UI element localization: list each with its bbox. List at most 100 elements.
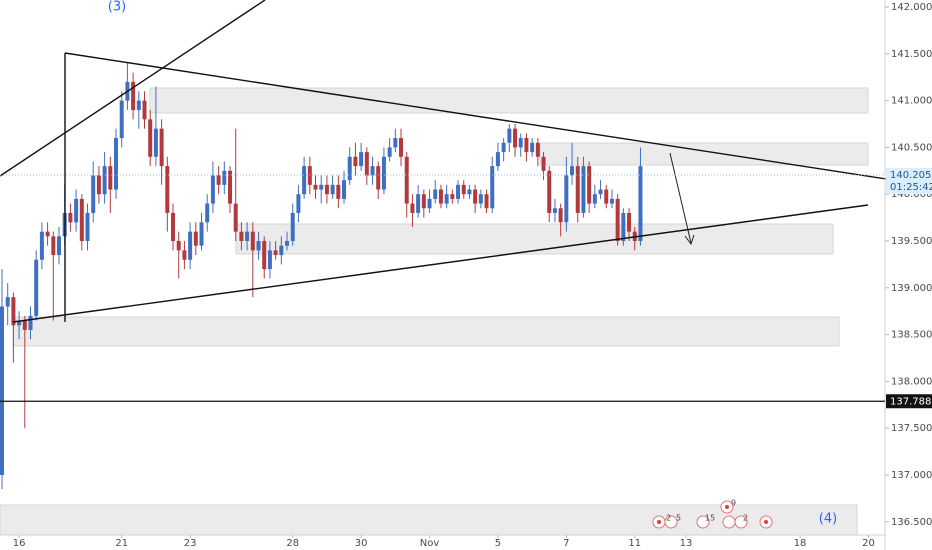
- candle-body: [11, 297, 16, 326]
- price-tag: [886, 168, 932, 195]
- candle-body: [507, 128, 512, 143]
- candle-body: [302, 166, 307, 195]
- candle-body: [193, 231, 198, 246]
- arrow: [669, 152, 692, 244]
- candle-body: [627, 212, 632, 232]
- candle-body: [473, 189, 478, 204]
- y-tick-label: 141.500: [891, 49, 932, 60]
- candle-body: [427, 198, 432, 209]
- candle-body: [615, 198, 620, 242]
- x-tick-label: 7: [563, 538, 569, 549]
- candle-body: [108, 166, 113, 190]
- candle-body: [501, 142, 506, 153]
- x-tick-label: 16: [13, 538, 26, 549]
- trend-line: [12, 204, 869, 323]
- zone: [235, 223, 834, 255]
- wave-label: (3): [108, 0, 126, 15]
- candle-body: [433, 189, 438, 199]
- event-icon: [664, 515, 678, 529]
- candle-body: [102, 166, 107, 195]
- candle-body: [370, 166, 375, 176]
- candle-body: [290, 212, 295, 242]
- candle-body: [524, 138, 529, 153]
- candle-body: [342, 180, 347, 199]
- y-tick-label: 137.000: [891, 470, 932, 481]
- candle-body: [575, 166, 580, 213]
- candle-body: [273, 250, 278, 256]
- x-tick-label: 5: [495, 538, 501, 549]
- candle-body: [267, 250, 272, 270]
- candle-body: [376, 166, 381, 190]
- x-tick-label: 28: [286, 538, 299, 549]
- candle-body: [399, 138, 404, 157]
- candle-body: [513, 128, 518, 148]
- price-tag-label: 140.205: [890, 170, 931, 181]
- event-icon: [722, 515, 736, 529]
- candle-body: [79, 198, 84, 242]
- event-count: 5: [676, 514, 681, 523]
- candle-body: [609, 198, 614, 204]
- x-tick-label: 21: [115, 538, 128, 549]
- arrow-head: [684, 234, 695, 246]
- candle-body: [245, 231, 250, 242]
- candle-body: [148, 119, 153, 157]
- candle-body: [74, 198, 79, 223]
- candle-body: [421, 194, 426, 209]
- x-tick-label: 30: [355, 538, 368, 549]
- candle-body: [222, 170, 227, 185]
- candle-body: [387, 147, 392, 157]
- candle-body: [353, 156, 358, 167]
- y-tick-label: 140.000: [891, 189, 932, 200]
- zone: [149, 87, 869, 114]
- x-tick-label: 13: [680, 538, 693, 549]
- x-tick-label: 23: [184, 538, 197, 549]
- event-count: 15: [705, 514, 715, 523]
- candle-body: [319, 184, 324, 190]
- candle-body: [239, 231, 244, 242]
- x-tick-label: 18: [794, 538, 807, 549]
- y-tick-label: 139.000: [891, 283, 932, 294]
- candle-body: [285, 241, 290, 246]
- candle-body: [131, 81, 136, 110]
- candle-body: [530, 142, 535, 153]
- price-tag: [886, 394, 932, 409]
- candle-body: [262, 241, 267, 270]
- candle-body: [347, 156, 352, 181]
- candle-body: [467, 189, 472, 195]
- event-icon: [696, 515, 710, 529]
- candle-body: [438, 189, 443, 204]
- candle-body: [296, 194, 301, 213]
- candle-body: [330, 184, 335, 195]
- candle-body: [364, 152, 369, 176]
- candle-body: [228, 170, 233, 204]
- candle-body: [598, 189, 603, 195]
- candle-body: [51, 236, 56, 256]
- trend-line: [0, 0, 266, 177]
- candle-body: [216, 175, 221, 185]
- event-count: 9: [731, 499, 736, 508]
- candle-body: [119, 100, 124, 139]
- candle-body: [570, 166, 575, 176]
- y-tick-label: 140.500: [891, 142, 932, 153]
- candle-body: [621, 212, 626, 242]
- zone: [0, 504, 858, 536]
- x-tick-label: 11: [628, 538, 641, 549]
- candle-body: [136, 100, 141, 110]
- candle-body: [68, 212, 73, 223]
- candle-body: [233, 203, 238, 232]
- candle-body: [336, 184, 341, 199]
- events: 2 5 15 9 2: [652, 499, 773, 529]
- candle-body: [450, 194, 455, 199]
- candle-body: [205, 203, 210, 223]
- candle-body: [490, 166, 495, 209]
- y-tick-label: 138.000: [891, 376, 932, 387]
- candle-body: [393, 138, 398, 148]
- candle-body: [176, 241, 181, 251]
- candle-body: [182, 250, 187, 260]
- candle-body: [604, 189, 609, 204]
- zone: [12, 316, 840, 347]
- candle-body: [495, 152, 500, 167]
- candle-body: [547, 170, 552, 213]
- candle-body: [313, 184, 318, 190]
